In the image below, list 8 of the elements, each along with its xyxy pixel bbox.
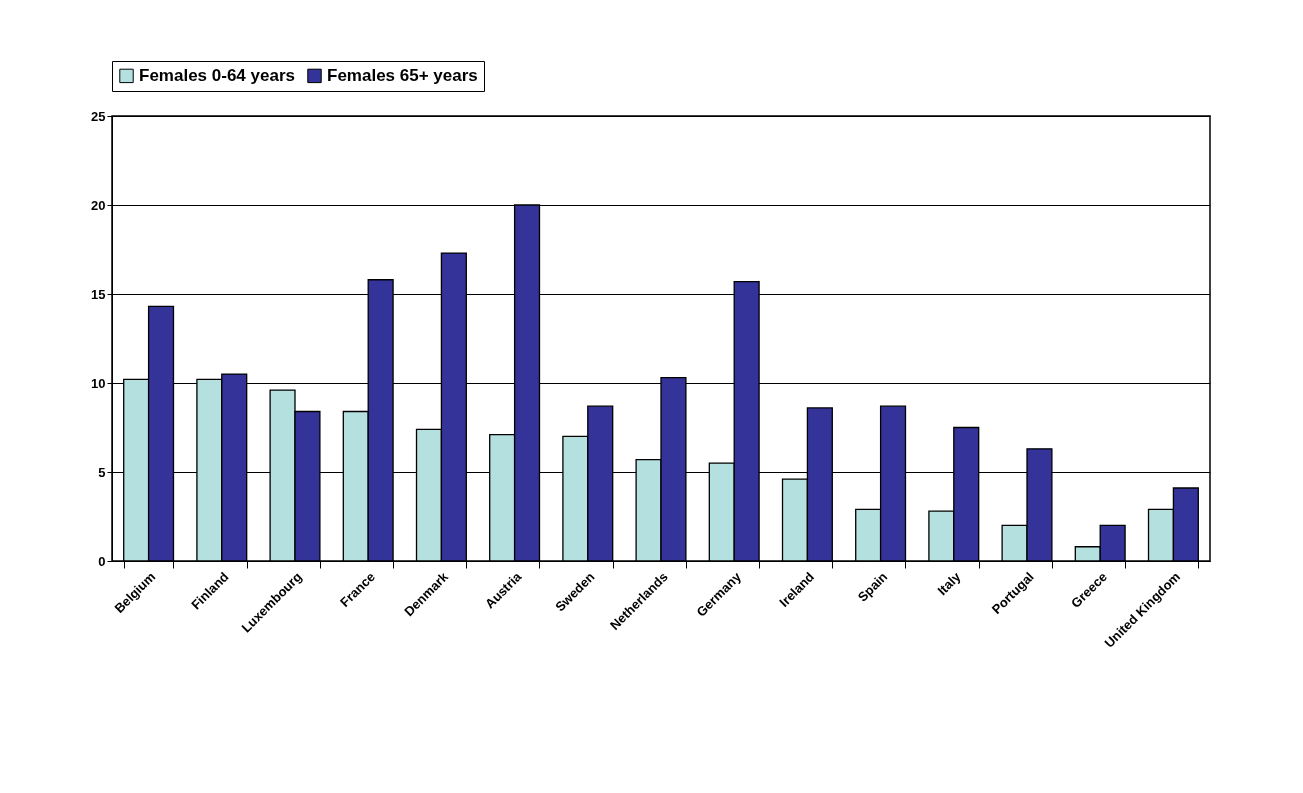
y-tick-label: 25: [91, 108, 106, 124]
legend-label: Females 65+ years: [327, 65, 478, 85]
y-tick-label: 15: [91, 286, 106, 302]
y-tick-label: 10: [91, 375, 106, 391]
y-tick-label: 20: [91, 197, 106, 213]
y-tick-label: 5: [98, 464, 106, 480]
y-tick-label: 0: [98, 553, 106, 569]
legend-label: Females 0-64 years: [139, 65, 295, 85]
